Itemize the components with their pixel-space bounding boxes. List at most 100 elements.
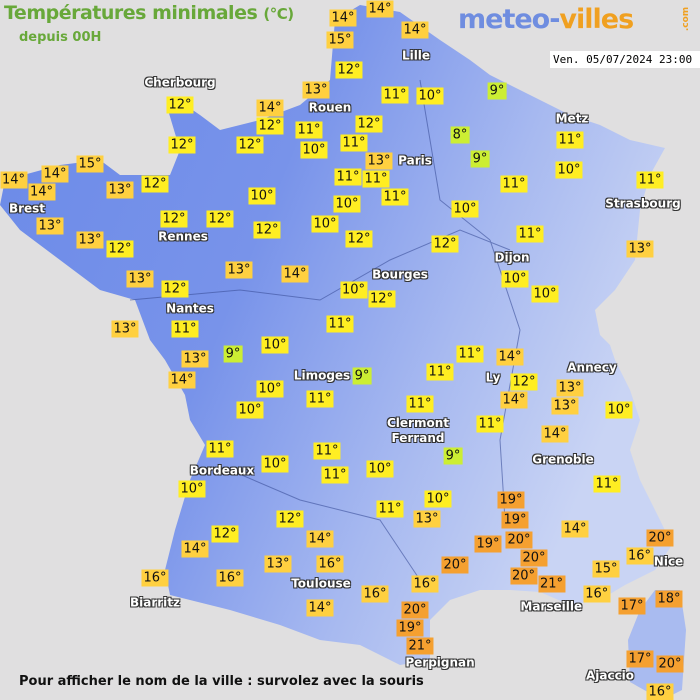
temperature-marker[interactable]: 10° xyxy=(501,270,529,288)
temperature-marker[interactable]: 10° xyxy=(261,455,289,473)
temperature-marker[interactable]: 13° xyxy=(365,152,393,169)
temperature-marker[interactable]: 11° xyxy=(313,442,341,460)
temperature-marker[interactable]: 16° xyxy=(583,585,611,603)
temperature-marker[interactable]: 15° xyxy=(76,155,104,173)
temperature-marker[interactable]: 14° xyxy=(0,171,28,189)
temperature-marker[interactable]: 16° xyxy=(361,585,389,603)
temperature-marker[interactable]: 16° xyxy=(141,569,169,587)
temperature-marker[interactable]: 20° xyxy=(520,549,548,567)
temperature-marker[interactable]: 16° xyxy=(646,683,674,700)
temperature-marker[interactable]: 12° xyxy=(160,210,188,228)
temperature-marker[interactable]: 11° xyxy=(306,390,334,408)
temperature-marker[interactable]: 14° xyxy=(561,520,589,538)
temperature-marker[interactable]: 14° xyxy=(27,183,56,201)
temperature-marker[interactable]: 9° xyxy=(470,150,490,168)
temperature-marker[interactable]: 11° xyxy=(516,225,544,243)
temperature-marker[interactable]: 19° xyxy=(501,511,529,529)
temperature-marker[interactable]: 10° xyxy=(339,281,368,299)
temperature-marker[interactable]: 18° xyxy=(655,590,683,608)
temperature-marker[interactable]: 12° xyxy=(161,280,189,298)
temperature-marker[interactable]: 16° xyxy=(625,547,654,564)
temperature-marker[interactable]: 20° xyxy=(505,531,533,549)
temperature-marker[interactable]: 11° xyxy=(500,175,528,193)
temperature-marker[interactable]: 12° xyxy=(141,175,169,193)
temperature-marker[interactable]: 10° xyxy=(333,195,361,213)
temperature-marker[interactable]: 11° xyxy=(456,345,484,363)
temperature-marker[interactable]: 13° xyxy=(264,555,292,573)
temperature-marker[interactable]: 11° xyxy=(381,86,409,104)
temperature-marker[interactable]: 10° xyxy=(416,87,444,105)
temperature-marker[interactable]: 21° xyxy=(537,575,566,593)
temperature-marker[interactable]: 17° xyxy=(618,597,646,615)
temperature-marker[interactable]: 12° xyxy=(253,221,281,239)
temperature-marker[interactable]: 14° xyxy=(256,99,284,117)
temperature-marker[interactable]: 11° xyxy=(295,121,323,139)
temperature-marker[interactable]: 11° xyxy=(426,363,454,381)
temperature-marker[interactable]: 13° xyxy=(556,379,584,396)
temperature-marker[interactable]: 11° xyxy=(376,500,404,518)
temperature-marker[interactable]: 20° xyxy=(656,655,684,673)
temperature-marker[interactable]: 13° xyxy=(106,181,134,199)
temperature-marker[interactable]: 19° xyxy=(497,491,525,509)
temperature-marker[interactable]: 11° xyxy=(556,131,584,149)
temperature-marker[interactable]: 12° xyxy=(106,240,134,258)
temperature-marker[interactable]: 20° xyxy=(441,556,469,574)
temperature-marker[interactable]: 16° xyxy=(411,575,439,593)
temperature-marker[interactable]: 13° xyxy=(111,320,139,338)
temperature-marker[interactable]: 10° xyxy=(555,161,583,179)
temperature-marker[interactable]: 9° xyxy=(487,82,507,100)
temperature-marker[interactable]: 12° xyxy=(510,373,538,391)
meteo-villes-logo[interactable]: meteo-villes xyxy=(458,4,634,35)
temperature-marker[interactable]: 11° xyxy=(362,170,390,187)
temperature-marker[interactable]: 14° xyxy=(366,0,394,17)
temperature-marker[interactable]: 10° xyxy=(248,187,276,205)
temperature-marker[interactable]: 14° xyxy=(496,348,524,366)
temperature-marker[interactable]: 11° xyxy=(593,475,621,493)
temperature-marker[interactable]: 14° xyxy=(329,9,357,27)
temperature-marker[interactable]: 11° xyxy=(636,171,664,189)
temperature-marker[interactable]: 12° xyxy=(166,96,194,114)
temperature-marker[interactable]: 11° xyxy=(171,320,199,338)
temperature-marker[interactable]: 11° xyxy=(206,440,234,458)
temperature-marker[interactable]: 12° xyxy=(256,117,284,135)
temperature-marker[interactable]: 10° xyxy=(605,401,633,419)
temperature-marker[interactable]: 14° xyxy=(306,530,334,548)
temperature-marker[interactable]: 19° xyxy=(396,619,424,637)
temperature-marker[interactable]: 15° xyxy=(326,31,354,49)
temperature-marker[interactable]: 10° xyxy=(236,401,264,419)
temperature-marker[interactable]: 14° xyxy=(41,165,69,183)
temperature-marker[interactable]: 13° xyxy=(551,397,579,414)
temperature-marker[interactable]: 15° xyxy=(592,560,620,578)
temperature-marker[interactable]: 10° xyxy=(300,141,328,159)
temperature-marker[interactable]: 10° xyxy=(531,285,559,303)
temperature-marker[interactable]: 12° xyxy=(211,525,239,543)
temperature-marker[interactable]: 13° xyxy=(181,350,209,368)
temperature-marker[interactable]: 13° xyxy=(413,510,441,528)
temperature-marker[interactable]: 8° xyxy=(450,126,470,144)
temperature-marker[interactable]: 13° xyxy=(126,270,154,288)
temperature-marker[interactable]: 12° xyxy=(367,290,396,308)
temperature-marker[interactable]: 10° xyxy=(178,480,206,498)
temperature-marker[interactable]: 19° xyxy=(474,535,502,553)
temperature-marker[interactable]: 13° xyxy=(76,231,104,249)
temperature-marker[interactable]: 12° xyxy=(431,235,459,253)
temperature-marker[interactable]: 13° xyxy=(225,261,253,279)
temperature-marker[interactable]: 14° xyxy=(181,540,209,558)
temperature-marker[interactable]: 14° xyxy=(281,265,309,283)
temperature-marker[interactable]: 20° xyxy=(646,529,674,546)
temperature-marker[interactable]: 14° xyxy=(168,371,196,389)
temperature-marker[interactable]: 14° xyxy=(306,599,334,617)
temperature-marker[interactable]: 11° xyxy=(334,168,362,186)
temperature-marker[interactable]: 20° xyxy=(401,601,429,619)
temperature-marker[interactable]: 10° xyxy=(424,490,452,508)
temperature-marker[interactable]: 11° xyxy=(326,315,354,333)
temperature-marker[interactable]: 9° xyxy=(352,367,372,385)
temperature-marker[interactable]: 11° xyxy=(321,466,349,484)
temperature-marker[interactable]: 12° xyxy=(335,61,363,79)
temperature-marker[interactable]: 9° xyxy=(443,447,463,465)
temperature-marker[interactable]: 11° xyxy=(340,134,368,151)
temperature-marker[interactable]: 16° xyxy=(316,555,344,573)
temperature-marker[interactable]: 12° xyxy=(168,136,196,154)
temperature-marker[interactable]: 12° xyxy=(236,136,264,154)
temperature-marker[interactable]: 10° xyxy=(256,380,284,398)
